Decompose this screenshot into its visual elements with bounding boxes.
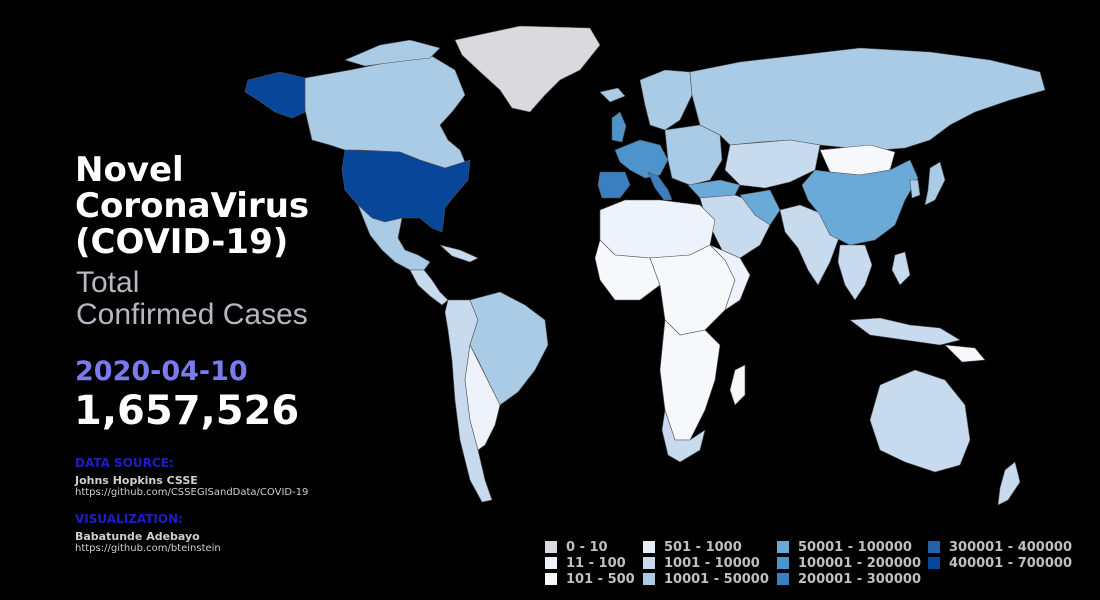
- map-subtitle: Total Confirmed Cases: [76, 267, 308, 331]
- region-scandinavia: [639, 69, 693, 131]
- legend-swatch: [777, 541, 789, 553]
- region-south-america-south: [464, 344, 501, 451]
- region-madagascar: [729, 364, 746, 406]
- legend-label: 300001 - 400000: [949, 539, 1072, 555]
- report-date: 2020-04-10: [75, 356, 248, 387]
- map-legend: 0 - 10 11 - 100 101 - 500 501 - 1000 1001 - …: [545, 540, 1090, 588]
- legend-label: 11 - 100: [566, 555, 626, 571]
- legend-label: 50001 - 100000: [798, 539, 912, 555]
- title-line-1: Novel: [75, 150, 184, 190]
- region-philippines: [891, 251, 911, 286]
- legend-label: 100001 - 200000: [798, 555, 921, 571]
- region-china: [801, 159, 919, 246]
- region-japan: [924, 161, 946, 206]
- legend-label: 501 - 1000: [664, 539, 742, 555]
- region-southern-africa: [659, 319, 721, 441]
- title-line-2: CoronaVirus: [75, 186, 310, 226]
- region-caribbean: [439, 244, 479, 263]
- region-west-africa: [594, 239, 661, 301]
- region-eastern-europe: [664, 124, 723, 186]
- legend-label: 101 - 500: [566, 571, 635, 587]
- viz-name: Babatunde Adebayo: [75, 530, 200, 543]
- legend-swatch: [545, 541, 557, 553]
- legend-item: 11 - 100: [545, 555, 626, 571]
- title-line-3: (COVID-19): [75, 222, 289, 262]
- region-iceland: [599, 87, 626, 103]
- legend-swatch: [777, 557, 789, 569]
- region-iran: [739, 189, 781, 226]
- legend-item: 300001 - 400000: [928, 539, 1072, 555]
- region-turkey: [687, 179, 741, 199]
- legend-item: 1001 - 10000: [643, 555, 760, 571]
- region-mexico: [357, 204, 431, 271]
- map-title: Novel CoronaVirus (COVID-19): [75, 152, 309, 260]
- legend-item: 100001 - 200000: [777, 555, 921, 571]
- legend-label: 400001 - 700000: [949, 555, 1072, 571]
- total-cases: 1,657,526: [74, 388, 300, 434]
- legend-swatch: [545, 557, 557, 569]
- region-uk: [611, 111, 627, 143]
- subtitle-line-2: Confirmed Cases: [76, 298, 308, 331]
- legend-label: 0 - 10: [566, 539, 608, 555]
- region-usa: [341, 149, 471, 233]
- source-name: Johns Hopkins CSSE: [75, 474, 198, 487]
- region-papua: [944, 344, 986, 363]
- legend-swatch: [643, 573, 655, 585]
- region-north-africa: [599, 199, 716, 259]
- region-south-africa: [661, 409, 706, 463]
- legend-item: 101 - 500: [545, 571, 635, 587]
- viz-url[interactable]: https://github.com/bteinstein: [75, 543, 221, 554]
- region-russia: [689, 47, 1046, 151]
- region-greenland: [454, 25, 601, 113]
- source-heading: DATA SOURCE:: [75, 456, 174, 470]
- region-western-europe: [614, 139, 669, 179]
- legend-label: 10001 - 50000: [664, 571, 769, 587]
- legend-swatch: [928, 557, 940, 569]
- region-indonesia: [849, 317, 961, 346]
- region-mongolia: [819, 144, 896, 176]
- legend-item: 50001 - 100000: [777, 539, 912, 555]
- legend-swatch: [643, 557, 655, 569]
- subtitle-line-1: Total: [76, 266, 140, 299]
- source-url[interactable]: https://github.com/CSSEGISandData/COVID-…: [75, 487, 309, 498]
- legend-swatch: [928, 541, 940, 553]
- region-central-asia: [724, 139, 821, 189]
- legend-label: 1001 - 10000: [664, 555, 760, 571]
- region-spain: [597, 171, 631, 199]
- region-east-africa: [709, 244, 751, 311]
- region-australia: [869, 369, 971, 473]
- legend-swatch: [777, 573, 789, 585]
- region-central-america: [409, 269, 449, 306]
- legend-item: 400001 - 700000: [928, 555, 1072, 571]
- legend-item: 10001 - 50000: [643, 571, 769, 587]
- viz-heading: VISUALIZATION:: [75, 512, 183, 526]
- region-canada: [304, 54, 466, 169]
- legend-item: 0 - 10: [545, 539, 608, 555]
- legend-item: 501 - 1000: [643, 539, 742, 555]
- legend-swatch: [545, 573, 557, 585]
- region-arctic-islands: [344, 39, 441, 67]
- region-italy: [647, 171, 673, 201]
- legend-swatch: [643, 541, 655, 553]
- region-southeast-asia: [837, 244, 873, 301]
- legend-item: 200001 - 300000: [777, 571, 921, 587]
- region-korea: [909, 179, 921, 199]
- region-new-zealand: [997, 461, 1021, 506]
- region-central-africa: [649, 244, 736, 336]
- region-alaska: [244, 71, 306, 119]
- legend-label: 200001 - 300000: [798, 571, 921, 587]
